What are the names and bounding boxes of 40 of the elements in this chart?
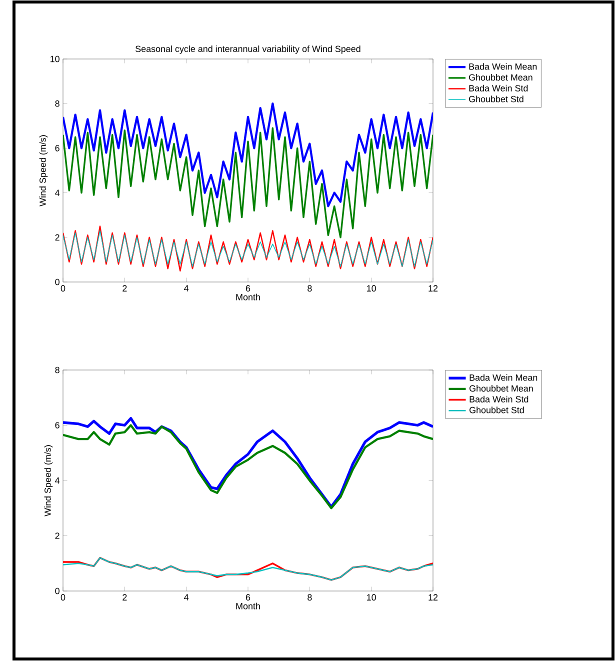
legend-label: Ghoubbet Mean: [470, 385, 533, 392]
line-series: [63, 102, 434, 208]
x-tick-label: 10: [367, 594, 376, 601]
legend-label: Bada Wein Std: [469, 84, 528, 92]
legend-label: Bada Wein Std: [470, 396, 528, 402]
y-tick-label: 6: [55, 422, 60, 428]
x-tick-label: 12: [428, 594, 438, 600]
legend-label: Bada Wein Mean: [469, 63, 537, 70]
y-tick-label: 2: [55, 234, 60, 241]
x-tick-label: 6: [246, 594, 250, 601]
legend-label: Ghoubbet Std: [469, 96, 524, 102]
x-tick-label: 4: [184, 285, 189, 292]
x-tick-label: 10: [367, 285, 376, 292]
x-tick-label: 0: [60, 285, 66, 292]
y-tick-label: 2: [55, 532, 60, 539]
x-tick-label: 2: [122, 285, 127, 292]
y-tick-label: 4: [55, 477, 60, 484]
x-tick-label: 12: [428, 285, 438, 292]
legend-label: Ghoubbet Std: [470, 406, 524, 414]
y-tick-label: 0: [55, 588, 60, 594]
x-axis-title: Month: [236, 294, 260, 300]
y-tick-label: 0: [55, 278, 60, 286]
y-tick-label: 8: [55, 100, 60, 107]
y-tick-label: 4: [55, 190, 60, 196]
y-axis-title: Wind Speed (m/s): [44, 445, 53, 516]
y-axis-title: Wind Speed (m/s): [39, 135, 48, 206]
x-axis-title: Month: [236, 602, 260, 610]
y-tick-label: 10: [50, 56, 60, 62]
y-tick-label: 8: [55, 366, 60, 374]
x-tick-label: 4: [184, 594, 189, 600]
y-tick-label: 6: [55, 145, 60, 152]
legend-label: Ghoubbet Mean: [469, 74, 532, 81]
legend-label: Bada Wein Mean: [470, 374, 538, 381]
x-tick-label: 0: [60, 594, 66, 601]
x-tick-label: 8: [308, 594, 312, 601]
x-tick-label: 2: [122, 594, 127, 600]
line-series: [63, 127, 434, 238]
x-tick-label: 6: [246, 285, 250, 292]
chart-title: Seasonal cycle and interannual variability of Wind Speed: [136, 45, 360, 54]
x-tick-label: 8: [308, 285, 312, 292]
